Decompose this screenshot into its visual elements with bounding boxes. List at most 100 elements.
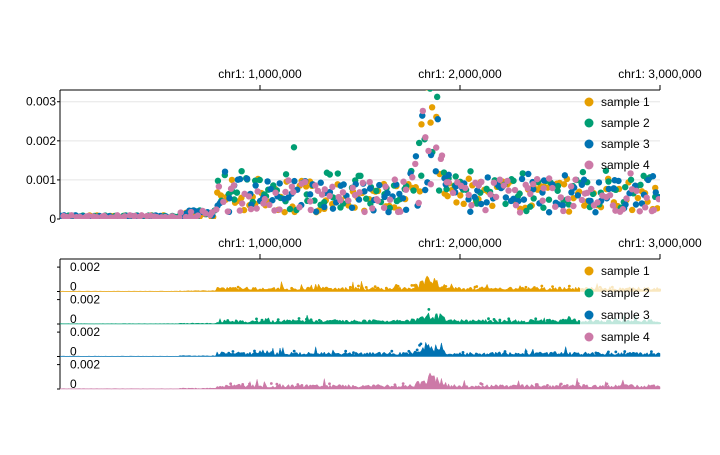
track-1-peak-point: [475, 285, 479, 288]
scatter-point: [572, 176, 579, 183]
scatter-point: [633, 187, 640, 195]
scatter-point: [233, 189, 241, 196]
scatter-point: [540, 185, 547, 192]
scatter-point: [452, 173, 459, 180]
scatter-point: [578, 196, 586, 204]
scatter-point: [261, 195, 269, 203]
scatter-point: [93, 213, 100, 219]
scatter-point: [419, 107, 427, 115]
scatter-point: [527, 190, 534, 198]
track-1-peak-point: [540, 284, 544, 288]
track-2-peak-point: [498, 318, 502, 322]
track-1-peak-point: [348, 285, 352, 289]
scatter-point: [272, 189, 279, 196]
track-1: 0 0.002: [57, 260, 661, 294]
scatter-point: [340, 181, 347, 188]
scatter-point: [396, 190, 403, 198]
y-tick-label-top-2: 0.002: [26, 134, 56, 148]
scatter-point: [264, 178, 271, 185]
track-2: 0 0.002: [57, 293, 661, 326]
track-4-peak-point: [269, 382, 273, 385]
series-4-points: [60, 107, 660, 219]
scatter-point: [252, 182, 259, 189]
scatter-point: [393, 181, 400, 188]
scatter-point: [655, 195, 660, 203]
scatter-point: [290, 188, 297, 196]
scatter-point: [615, 177, 622, 185]
track-1-peak-point: [357, 284, 360, 288]
scatter-point: [415, 199, 422, 207]
scatter-point: [606, 191, 614, 199]
scatter-point: [579, 168, 587, 176]
track-3-peak-point: [553, 351, 557, 355]
track-2-peak-point: [507, 317, 511, 321]
track-2-peak-point: [573, 318, 576, 322]
track-4-peak-point: [565, 384, 569, 387]
track-2-peak-point: [548, 318, 551, 322]
scatter-point: [194, 212, 202, 219]
scatter-point: [587, 197, 594, 205]
scatter-point: [467, 208, 474, 215]
track-3-peak-point: [390, 349, 394, 353]
scatter-point: [187, 208, 195, 216]
scatter-point: [314, 187, 322, 194]
scatter-point: [228, 176, 236, 184]
scatter-point: [650, 206, 658, 214]
scatter-point: [402, 206, 410, 213]
scatter-point: [397, 208, 404, 215]
track-4-peak-point: [229, 382, 233, 386]
scatter-point: [418, 172, 425, 179]
track-4-peak-point: [275, 382, 279, 386]
track-2-peak-point: [487, 317, 490, 321]
scatter-point: [306, 191, 314, 198]
scatter-point: [641, 204, 649, 211]
track-3-peak-point: [503, 350, 507, 353]
scatter-points: [60, 90, 660, 219]
legend-bottom-label-2: sample 2: [601, 286, 650, 300]
scatter-point: [578, 181, 586, 188]
legend-top-marker-2: [584, 118, 594, 128]
track-1-peak-point: [558, 286, 562, 290]
scatter-point: [433, 93, 441, 101]
scatter-point: [478, 178, 485, 186]
track-2-peak-point: [427, 307, 431, 311]
y-tick-label-top-0: 0: [49, 212, 56, 226]
track-4-peak-point: [559, 382, 563, 386]
scatter-point: [288, 183, 296, 190]
track-1-peak-point: [480, 286, 484, 290]
track-1-y-tick-label-1: 0.002: [70, 260, 100, 274]
scatter-point: [644, 176, 652, 184]
track-4-y-tick-label-0: 0: [70, 377, 77, 391]
scatter-point: [584, 189, 591, 197]
legend-bottom-marker-3: [584, 310, 594, 320]
scatter-point: [465, 175, 473, 182]
track-4-peak-point: [393, 383, 397, 387]
scatter-point: [545, 196, 553, 203]
track-3-area: [59, 341, 661, 357]
scatter-point: [453, 199, 460, 206]
legend-bottom-background: [580, 262, 660, 346]
scatter-point: [409, 174, 416, 181]
track-3-peak-point: [607, 350, 610, 354]
track-1-peak-point: [524, 285, 528, 289]
scatter-point: [256, 176, 263, 184]
scatter-point: [529, 180, 537, 188]
scatter-point: [530, 195, 537, 202]
scatter-point: [502, 200, 509, 208]
track-3-peak-point: [227, 351, 231, 355]
scatter-point: [348, 204, 356, 211]
scatter-point: [474, 187, 481, 194]
track-2-y-tick-label-1: 0.002: [70, 293, 100, 307]
scatter-point: [291, 177, 298, 185]
track-4-area: [59, 372, 661, 390]
scatter-point: [510, 195, 517, 203]
scatter-point: [502, 194, 510, 201]
scatter-point: [376, 181, 383, 189]
legend-top-label-2: sample 2: [601, 116, 650, 130]
track-4-peak-point: [546, 383, 549, 387]
scatter-point: [432, 168, 439, 175]
scatter-point: [276, 206, 283, 213]
track-4: 0 0.002: [57, 358, 661, 391]
track-4-peak-point: [296, 383, 300, 386]
